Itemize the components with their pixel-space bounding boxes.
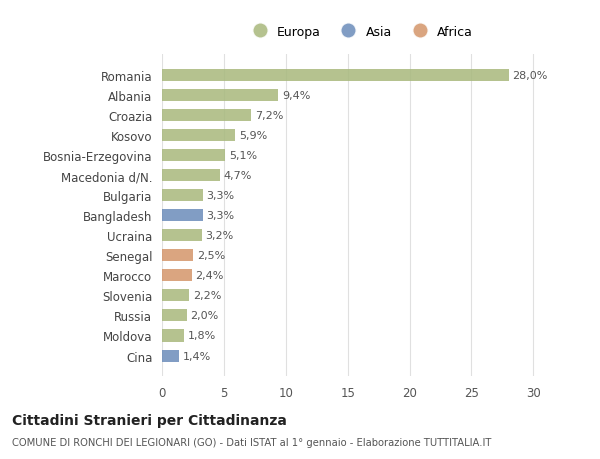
Text: 5,1%: 5,1% <box>229 151 257 161</box>
Bar <box>162 230 202 242</box>
Text: 9,4%: 9,4% <box>282 91 310 101</box>
Bar <box>162 70 509 82</box>
Text: 5,9%: 5,9% <box>239 131 267 141</box>
Text: 2,2%: 2,2% <box>193 291 221 301</box>
Text: 7,2%: 7,2% <box>255 111 283 121</box>
Bar <box>162 310 187 322</box>
Text: 3,3%: 3,3% <box>206 191 235 201</box>
Bar <box>162 130 235 142</box>
Text: 2,4%: 2,4% <box>196 271 224 281</box>
Text: 2,0%: 2,0% <box>190 311 219 321</box>
Legend: Europa, Asia, Africa: Europa, Asia, Africa <box>241 20 479 45</box>
Text: Cittadini Stranieri per Cittadinanza: Cittadini Stranieri per Cittadinanza <box>12 414 287 428</box>
Bar <box>162 250 193 262</box>
Text: 3,2%: 3,2% <box>205 231 233 241</box>
Text: 3,3%: 3,3% <box>206 211 235 221</box>
Bar <box>162 330 184 342</box>
Bar <box>162 110 251 122</box>
Bar <box>162 150 225 162</box>
Bar <box>162 170 220 182</box>
Bar <box>162 90 278 102</box>
Text: 1,4%: 1,4% <box>183 351 211 361</box>
Text: 2,5%: 2,5% <box>197 251 225 261</box>
Bar <box>162 270 192 282</box>
Text: 28,0%: 28,0% <box>512 71 548 81</box>
Bar <box>162 290 189 302</box>
Bar <box>162 350 179 362</box>
Bar <box>162 190 203 202</box>
Bar <box>162 210 203 222</box>
Text: 4,7%: 4,7% <box>224 171 252 181</box>
Text: COMUNE DI RONCHI DEI LEGIONARI (GO) - Dati ISTAT al 1° gennaio - Elaborazione TU: COMUNE DI RONCHI DEI LEGIONARI (GO) - Da… <box>12 437 491 447</box>
Text: 1,8%: 1,8% <box>188 331 216 341</box>
